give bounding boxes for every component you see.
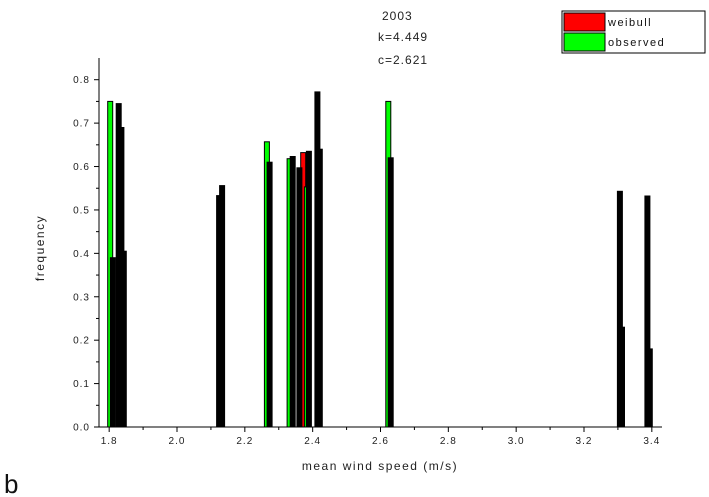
bar-unlabeled-0: [109, 257, 116, 428]
bar-unlabeled-8: [296, 167, 303, 428]
y-tick-label-2: 0.2: [73, 336, 90, 347]
annotation-c: c=2.621: [378, 53, 428, 67]
y-tick-label-0: 0.0: [73, 423, 90, 434]
legend-swatch-observed: [563, 32, 606, 52]
x-tick-label-3: 2.4: [304, 436, 321, 447]
bar-unlabeled-5: [219, 185, 226, 428]
bar-unlabeled-6: [266, 161, 273, 428]
x-tick-label-8: 3.4: [643, 436, 660, 447]
y-tick-label-3: 0.3: [73, 292, 90, 303]
bar-unlabeled-3: [120, 250, 127, 428]
y-tick-label-5: 0.5: [73, 205, 90, 216]
legend-label-observed: observed: [608, 37, 665, 49]
bar-unlabeled-14: [619, 326, 625, 428]
bar-unlabeled-12: [387, 157, 394, 428]
y-tick-label-4: 0.4: [73, 249, 90, 260]
annotation-k: k=4.449: [378, 30, 428, 44]
y-tick-label-1: 0.1: [73, 379, 90, 390]
x-tick-label-5: 2.8: [440, 436, 457, 447]
x-tick-label-4: 2.6: [372, 436, 389, 447]
bars-layer: [107, 91, 653, 428]
legend-swatch-weibull: [563, 12, 606, 32]
bar-unlabeled-11: [316, 148, 323, 428]
y-tick-label-6: 0.6: [73, 162, 90, 173]
legend: weibull observed: [561, 10, 706, 54]
bar-unlabeled-16: [646, 348, 653, 428]
y-tick-label-8: 0.8: [73, 75, 90, 86]
y-tick-label-7: 0.7: [73, 119, 90, 130]
annotation-year: 2003: [382, 9, 413, 23]
bar-unlabeled-7: [289, 156, 296, 428]
ticks-layer: 1.8 2.0 2.2 2.4 2.6 2.8 3.0 3.2 3.4 0.0 0.1 0.2 0.3 0…: [73, 75, 660, 447]
x-tick-label-6: 3.0: [508, 436, 525, 447]
x-axis-title: mean wind speed (m/s): [302, 459, 458, 473]
legend-label-weibull: weibull: [607, 17, 652, 29]
panel-label: b: [4, 469, 18, 497]
x-tick-label-0: 1.8: [101, 436, 118, 447]
axes-layer: [98, 58, 662, 428]
y-axis-title: frequency: [33, 215, 47, 281]
x-tick-label-7: 3.2: [576, 436, 593, 447]
bar-unlabeled-9: [305, 150, 312, 428]
x-tick-label-1: 2.0: [169, 436, 186, 447]
x-tick-label-2: 2.2: [236, 436, 253, 447]
